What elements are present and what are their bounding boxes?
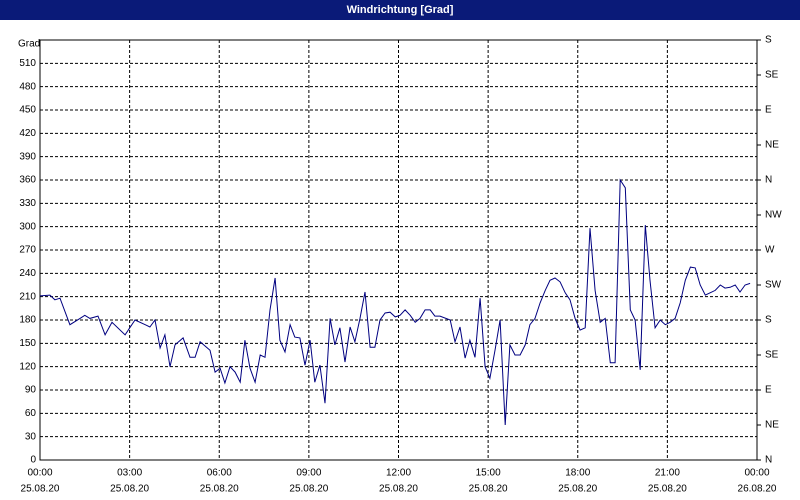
y-tick-label: 300 [19, 221, 36, 232]
y-tick-label: 0 [30, 455, 36, 466]
y2-tick-label: E [765, 385, 772, 396]
y2-tick-label: N [765, 455, 772, 466]
x-tick-label: 15:00 [476, 468, 501, 479]
y-tick-label: 390 [19, 151, 36, 162]
x-tick-date: 25.08.20 [558, 484, 597, 495]
y2-tick-label: N [765, 175, 772, 186]
x-tick-label: 21:00 [655, 468, 680, 479]
y2-tick-label: SE [765, 350, 779, 361]
y-tick-label: 150 [19, 338, 36, 349]
x-tick-date: 26.08.20 [738, 484, 777, 495]
x-tick-label: 00:00 [27, 468, 52, 479]
y2-tick-label: NE [765, 140, 779, 151]
y2-tick-label: SE [765, 70, 779, 81]
title-bar [0, 0, 800, 20]
x-tick-date: 25.08.20 [289, 484, 328, 495]
x-tick-label: 09:00 [296, 468, 321, 479]
x-tick-label: 06:00 [207, 468, 232, 479]
y2-tick-label: NW [765, 210, 782, 221]
y-tick-label: 330 [19, 198, 36, 209]
x-tick-label: 00:00 [744, 468, 769, 479]
chart-title: Windrichtung [Grad] [347, 4, 454, 16]
y-tick-label: 120 [19, 361, 36, 372]
y2-tick-label: S [765, 35, 772, 46]
x-tick-date: 25.08.20 [648, 484, 687, 495]
y-tick-label: 510 [19, 58, 36, 69]
y-tick-label: 420 [19, 128, 36, 139]
y-tick-label: 480 [19, 81, 36, 92]
y-tick-label: 30 [25, 431, 37, 442]
x-tick-label: 18:00 [565, 468, 590, 479]
y-tick-label: 180 [19, 315, 36, 326]
y-tick-label: 90 [25, 385, 37, 396]
x-tick-date: 25.08.20 [21, 484, 60, 495]
x-tick-date: 25.08.20 [379, 484, 418, 495]
y2-tick-label: W [765, 245, 775, 256]
y-tick-label: 270 [19, 245, 36, 256]
x-tick-label: 12:00 [386, 468, 411, 479]
y-tick-label: 450 [19, 105, 36, 116]
y-tick-label: 360 [19, 175, 36, 186]
data-line [39, 178, 751, 426]
y-axis-label: Grad [18, 39, 40, 50]
y2-tick-label: NE [765, 420, 779, 431]
y2-tick-label: S [765, 315, 772, 326]
x-tick-date: 25.08.20 [469, 484, 508, 495]
y-tick-label: 240 [19, 268, 36, 279]
y2-tick-label: SW [765, 280, 782, 291]
x-tick-date: 25.08.20 [200, 484, 239, 495]
x-tick-date: 25.08.20 [110, 484, 149, 495]
y-tick-label: 210 [19, 291, 36, 302]
x-tick-label: 03:00 [117, 468, 142, 479]
y-tick-label: 60 [25, 408, 37, 419]
y2-tick-label: E [765, 105, 772, 116]
